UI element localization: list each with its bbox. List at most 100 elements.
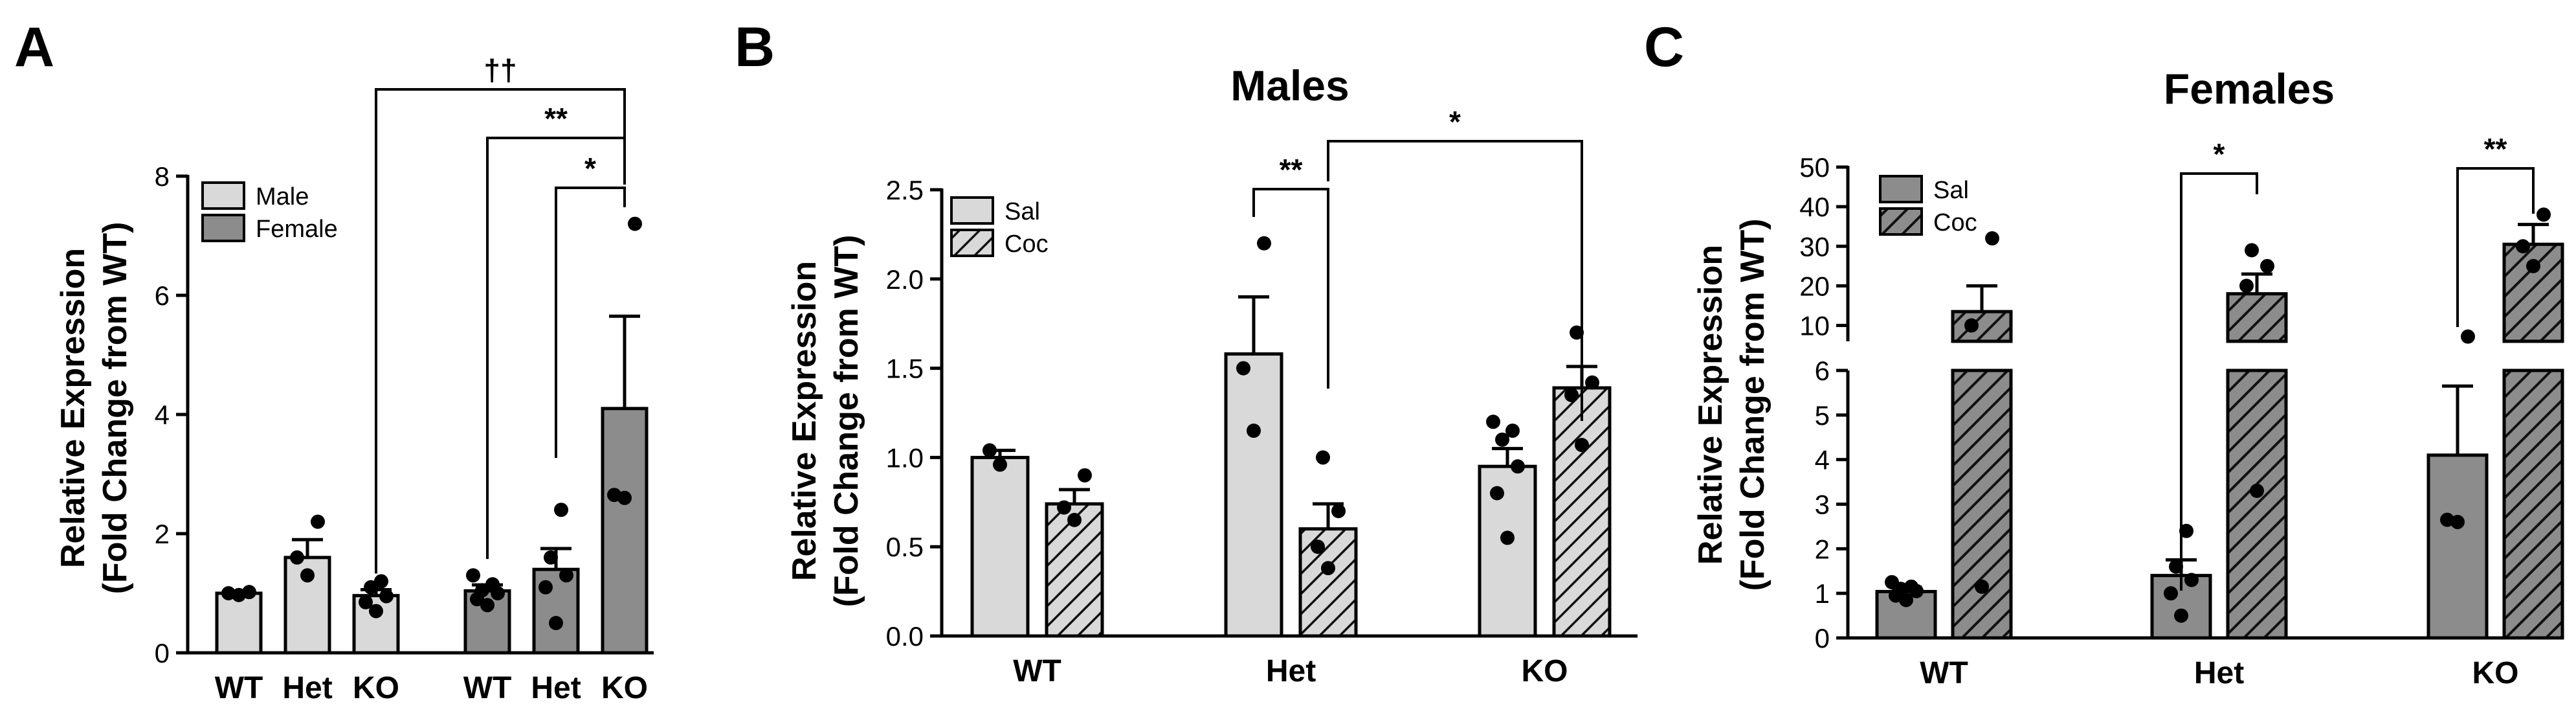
panel-a-data-point: [559, 568, 573, 583]
panel-a-significance-label: *: [584, 152, 596, 185]
panel-c-data-point: [2245, 243, 2259, 258]
panel-b-data-point: [1585, 375, 1599, 390]
panel-b-x-tick-label: Het: [1266, 654, 1316, 688]
panel-c-y-tick-label: 3: [1815, 490, 1830, 520]
panel-c-x-tick-label: WT: [1920, 656, 1968, 690]
panel-c-data-point: [1964, 318, 1979, 333]
panel-c-data-point: [2260, 258, 2274, 273]
panel-b-significance-label: **: [1280, 153, 1303, 187]
panel-a-data-point: [242, 585, 256, 600]
panel-a-significance-bracket: [375, 88, 626, 574]
panel-c-x-tick-label: KO: [2472, 656, 2519, 690]
panel-a-x-tick-label: KO: [601, 671, 648, 705]
panel-a: A Relative Expression (Fold Change from …: [14, 16, 654, 705]
panel-a-data-point: [480, 598, 494, 613]
panel-c-significance-bracket: [2180, 172, 2258, 591]
panel-a-data-point: [466, 568, 480, 583]
panel-b-bar: [1298, 527, 1358, 638]
panel-a-x-tick-label: KO: [353, 671, 399, 705]
legend-label-sal: Sal: [1005, 198, 1040, 225]
panel-a-bar: [601, 407, 649, 655]
panel-c-y-tick-label: 6: [1815, 356, 1830, 386]
panel-c-data-point: [1904, 579, 1918, 594]
panel-b-plot: 0.00.51.01.52.02.5WT Het KO***: [886, 105, 1638, 688]
panel-b-data-point: [1236, 361, 1250, 376]
panel-c-significance-label: **: [2484, 132, 2507, 166]
panel-b-data-point: [1570, 325, 1584, 340]
panel-b-data-point: [1067, 512, 1082, 527]
panel-c-y-tick-label: 4: [1815, 445, 1830, 475]
panel-c-y-tick-label: 5: [1815, 400, 1830, 431]
panel-a-data-point: [359, 595, 373, 609]
panel-b-data-point: [1495, 432, 1509, 447]
legend-swatch-coc: [950, 229, 994, 257]
panel-b-y-tick-label: 0.5: [886, 532, 924, 562]
panel-b-y-tick-label: 1.0: [886, 442, 924, 473]
panel-b-data-point: [1490, 486, 1504, 501]
panel-c-y-tick-label: 50: [1799, 152, 1830, 183]
panel-b-significance-bracket: [1327, 140, 1583, 421]
panel-b-significance-bracket: [1252, 188, 1329, 389]
panel-b-y-tick-label: 0.0: [886, 621, 924, 652]
panel-b-data-point: [1257, 236, 1271, 251]
panel-c-title: Females: [2164, 65, 2335, 113]
panel-b-data-point: [1321, 561, 1335, 576]
panel-a-data-point: [364, 580, 378, 595]
panel-c-data-point: [2537, 207, 2551, 222]
panel-b: B Males Relative Expression (Fold Change…: [735, 16, 1638, 688]
panel-a-significance-bracket: [486, 137, 626, 560]
panel-a-data-point: [475, 583, 489, 598]
panel-a-bar: [215, 591, 263, 655]
legend-label-female: Female: [256, 216, 338, 243]
panel-a-ylabel-line2: (Fold Change from WT): [96, 222, 134, 595]
panel-a-data-point: [628, 216, 642, 231]
panel-c-bar-lower: [2226, 369, 2288, 640]
panel-a-significance-label: **: [544, 102, 568, 135]
panel-a-data-point: [374, 574, 388, 589]
panel-b-title: Males: [1230, 62, 1349, 109]
panel-a-y-tick-label: 0: [155, 638, 170, 668]
panel-c-y-tick-label: 20: [1799, 271, 1830, 301]
panel-b-data-point: [1511, 459, 1525, 474]
panel-a-data-point: [544, 550, 558, 565]
panel-c-data-point: [1985, 231, 1999, 246]
panel-a-data-point: [290, 550, 304, 565]
panel-b-data-point: [1505, 424, 1520, 438]
panel-c-bar-upper: [2226, 292, 2288, 343]
legend-label-coc: Coc: [1933, 209, 1977, 236]
panel-a-y-tick-label: 8: [155, 161, 170, 192]
legend-swatch-sal: [1879, 175, 1923, 203]
legend-swatch-male: [201, 181, 245, 210]
panel-c-data-point: [2461, 329, 2475, 344]
panel-c-bar-upper: [1951, 310, 2013, 343]
panel-a-data-point: [485, 577, 500, 592]
legend-label-sal: Sal: [1933, 177, 1969, 204]
panel-c-x-tick-label: Het: [2194, 656, 2244, 690]
panel-c-bar-lower: [2502, 369, 2564, 640]
panel-c-significance-label: *: [2214, 137, 2225, 171]
panel-b-bar: [1224, 352, 1283, 638]
panel-c-data-point: [2164, 586, 2178, 601]
panel-c-bar-upper: [2502, 242, 2564, 343]
panel-a-data-point: [549, 616, 563, 630]
panel-a-ylabel-line1: Relative Expression: [54, 248, 92, 568]
panel-a-bar: [532, 567, 580, 655]
panel-c-bar-lower: [1951, 369, 2013, 640]
legend-label-male: Male: [256, 183, 309, 210]
panel-c-y-tick-label: 2: [1815, 534, 1830, 564]
panel-b-data-point: [983, 443, 997, 458]
panel-c-data-point: [1885, 574, 1899, 589]
panel-a-data-point: [379, 589, 394, 604]
panel-c-ylabel-line2: (Fold Change from WT): [1734, 219, 1771, 591]
panel-b-data-point: [1057, 500, 1071, 515]
panel-c-data-point: [2239, 278, 2254, 293]
panel-b-ylabel-line2: (Fold Change from WT): [828, 235, 865, 607]
panel-c-y-tick-label: 30: [1799, 231, 1830, 262]
panel-b-data-point: [1500, 530, 1515, 545]
panel-b-data-point: [1316, 450, 1330, 465]
panel-c-y-tick-label: 1: [1815, 578, 1830, 609]
panel-b-data-point: [1331, 504, 1346, 519]
legend-swatch-sal: [950, 196, 994, 225]
panel-b-letter: B: [735, 16, 775, 78]
